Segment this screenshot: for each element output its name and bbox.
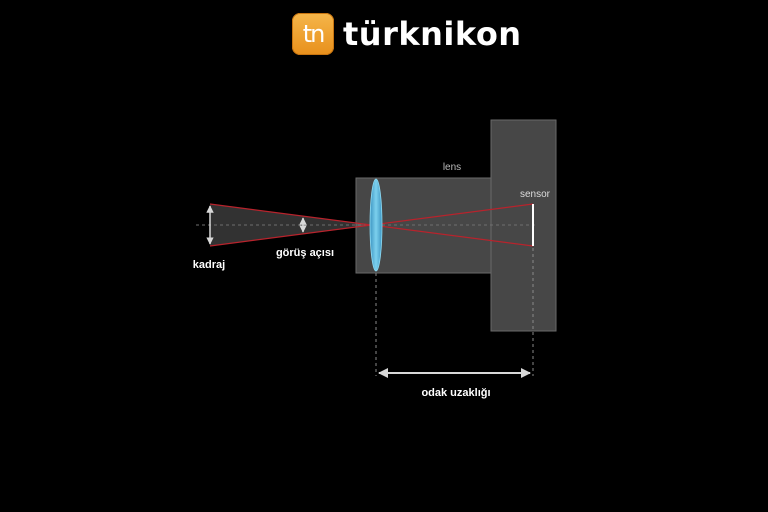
field-of-view-cone bbox=[210, 204, 375, 246]
brand-header: tn türknikon bbox=[292, 12, 522, 56]
lens-label: lens bbox=[443, 162, 461, 173]
view-angle-label: görüş açısı bbox=[276, 247, 334, 259]
sensor-label: sensor bbox=[520, 189, 551, 200]
turknikon-logo-icon: tn bbox=[292, 13, 334, 55]
brand-name: türknikon bbox=[343, 15, 522, 53]
lens-element bbox=[369, 178, 383, 272]
kadraj-label: kadraj bbox=[193, 259, 225, 271]
focal-length-label: odak uzaklığı bbox=[421, 387, 490, 399]
camera-body bbox=[490, 119, 557, 332]
